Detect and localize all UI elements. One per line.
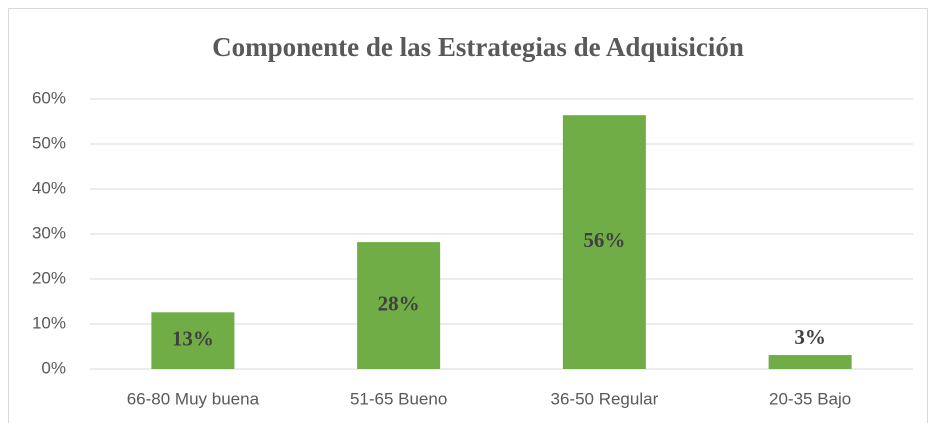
x-tick-label: 66-80 Muy buena	[127, 389, 260, 408]
bar	[768, 355, 852, 369]
data-label: 56%	[583, 228, 625, 252]
y-tick-label: 60%	[32, 88, 66, 107]
y-tick-label: 30%	[32, 223, 66, 242]
x-tick-label: 51-65 Bueno	[350, 389, 447, 408]
bar	[357, 242, 441, 369]
y-tick-label: 10%	[32, 313, 66, 332]
chart-title: Componente de las Estrategias de Adquisi…	[212, 32, 744, 62]
y-tick-label: 20%	[32, 268, 66, 287]
y-tick-label: 40%	[32, 178, 66, 197]
y-tick-label: 0%	[41, 358, 66, 377]
data-label: 13%	[172, 326, 214, 350]
y-tick-label: 50%	[32, 133, 66, 152]
bar	[151, 312, 235, 369]
x-tick-label: 36-50 Regular	[551, 389, 659, 408]
x-tick-label: 20-35 Bajo	[769, 389, 851, 408]
data-label: 28%	[378, 291, 420, 315]
bar	[562, 115, 646, 369]
data-label: 3%	[794, 325, 826, 349]
